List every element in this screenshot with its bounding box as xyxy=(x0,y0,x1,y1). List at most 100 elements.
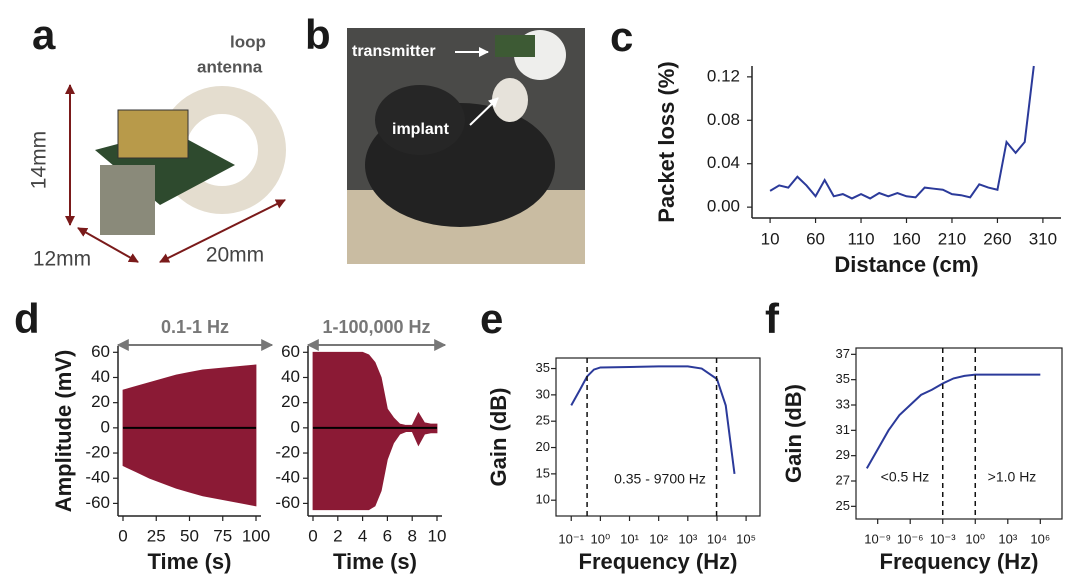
photo-label: loop xyxy=(230,32,266,51)
y-axis-label: Amplitude (mV) xyxy=(51,350,76,513)
data-line xyxy=(769,65,1035,200)
x-tick-label: 2 xyxy=(333,526,342,545)
y-tick-label: 0.00 xyxy=(707,197,740,216)
y-axis-label: Gain (dB) xyxy=(781,384,806,483)
pointer xyxy=(469,97,499,126)
y-axis-label: Gain (dB) xyxy=(486,388,511,487)
x-tick-label: 10⁰ xyxy=(591,531,611,546)
photo-label: implant xyxy=(392,121,450,138)
signal-envelope xyxy=(312,351,438,429)
annotation: >1.0 Hz xyxy=(988,469,1037,485)
dimension-label: 14mm xyxy=(28,131,51,189)
x-tick-label: 10⁻⁶ xyxy=(897,531,924,546)
y-tick-label: 31 xyxy=(836,422,850,437)
y-tick-label: 60 xyxy=(91,342,110,361)
panel-label: f xyxy=(765,295,780,342)
x-tick-label: 10 xyxy=(761,229,780,248)
y-tick-label: -60 xyxy=(275,493,300,512)
y-tick-label: 29 xyxy=(836,447,850,462)
range-label: 0.1-1 Hz xyxy=(161,317,229,337)
y-tick-label: 40 xyxy=(91,367,110,386)
plot-frame xyxy=(855,347,1063,520)
photo-label: antenna xyxy=(197,57,263,76)
x-tick-label: 110 xyxy=(847,229,874,248)
x-tick-label: 160 xyxy=(892,229,920,248)
panel-label: e xyxy=(480,295,503,342)
x-tick-label: 4 xyxy=(358,526,367,545)
x-tick-label: 10² xyxy=(649,531,668,546)
y-tick-label: 35 xyxy=(836,371,850,386)
panel-label: d xyxy=(14,295,40,342)
x-tick-label: 10⁶ xyxy=(1030,531,1050,546)
mouse-head xyxy=(375,85,465,155)
x-tick-label: 6 xyxy=(383,526,392,545)
x-tick-label: 0 xyxy=(118,526,127,545)
annotation: <0.5 Hz xyxy=(881,469,930,485)
y-tick-label: 0.04 xyxy=(707,153,740,172)
data-line xyxy=(570,365,736,474)
y-tick-label: 60 xyxy=(281,342,300,361)
x-tick-label: 8 xyxy=(407,526,416,545)
x-tick-label: 10³ xyxy=(678,531,697,546)
x-axis-label: Distance (cm) xyxy=(834,252,978,277)
panel-label: c xyxy=(610,13,633,60)
implant xyxy=(492,78,528,122)
x-tick-label: 10⁰ xyxy=(965,531,985,546)
y-tick-label: 40 xyxy=(281,367,300,386)
x-axis-label: Frequency (Hz) xyxy=(880,549,1039,574)
panel-label: b xyxy=(305,11,331,58)
y-tick-label: -20 xyxy=(85,443,110,462)
dimension-label: 20mm xyxy=(206,244,264,267)
connector xyxy=(100,165,155,235)
signal-envelope xyxy=(312,427,438,511)
signal-envelope xyxy=(122,427,257,507)
y-tick-label: 33 xyxy=(836,396,850,411)
y-tick-label: 30 xyxy=(536,386,550,401)
x-axis-label: Time (s) xyxy=(333,549,417,574)
x-axis-label: Frequency (Hz) xyxy=(579,549,738,574)
x-tick-label: 10¹ xyxy=(620,531,639,546)
x-tick-label: 10⁴ xyxy=(707,531,727,546)
x-tick-label: 0 xyxy=(308,526,317,545)
component xyxy=(117,109,189,159)
x-tick-label: 10⁵ xyxy=(736,531,756,546)
x-tick-label: 310 xyxy=(1029,229,1057,248)
y-tick-label: 20 xyxy=(281,392,300,411)
y-tick-label: 35 xyxy=(536,360,550,375)
data-line xyxy=(865,373,1041,469)
x-tick-label: 50 xyxy=(180,526,199,545)
x-tick-label: 10³ xyxy=(998,531,1017,546)
x-tick-label: 10⁻⁹ xyxy=(864,531,891,546)
x-tick-label: 10⁻³ xyxy=(930,531,956,546)
x-tick-label: 210 xyxy=(938,229,966,248)
device-photo xyxy=(65,84,286,263)
panel-label: a xyxy=(32,11,56,58)
x-tick-label: 260 xyxy=(983,229,1011,248)
y-tick-label: 0.08 xyxy=(707,110,740,129)
x-tick-label: 25 xyxy=(147,526,166,545)
y-tick-label: 25 xyxy=(836,498,850,513)
x-tick-label: 10 xyxy=(428,526,447,545)
y-tick-label: -40 xyxy=(85,468,110,487)
signal-envelope xyxy=(122,364,257,429)
dim-arrow xyxy=(77,227,139,263)
y-tick-label: 37 xyxy=(836,346,850,361)
x-tick-label: 100 xyxy=(242,526,270,545)
mouse-photo xyxy=(347,28,585,264)
y-tick-label: 0 xyxy=(101,417,110,436)
y-tick-label: 15 xyxy=(536,465,550,480)
x-tick-label: 10⁻¹ xyxy=(558,531,584,546)
y-tick-label: -40 xyxy=(275,468,300,487)
x-tick-label: 60 xyxy=(806,229,825,248)
y-tick-label: 20 xyxy=(91,392,110,411)
range-label: 1-100,000 Hz xyxy=(322,317,430,337)
y-tick-label: 10 xyxy=(536,492,550,507)
annotation: 0.35 - 9700 Hz xyxy=(614,471,706,487)
y-tick-label: 0 xyxy=(291,417,300,436)
dimension-label: 12mm xyxy=(33,248,91,271)
y-tick-label: 25 xyxy=(536,413,550,428)
y-tick-label: 27 xyxy=(836,472,850,487)
x-tick-label: 75 xyxy=(213,526,232,545)
dim-arrow xyxy=(159,199,286,263)
